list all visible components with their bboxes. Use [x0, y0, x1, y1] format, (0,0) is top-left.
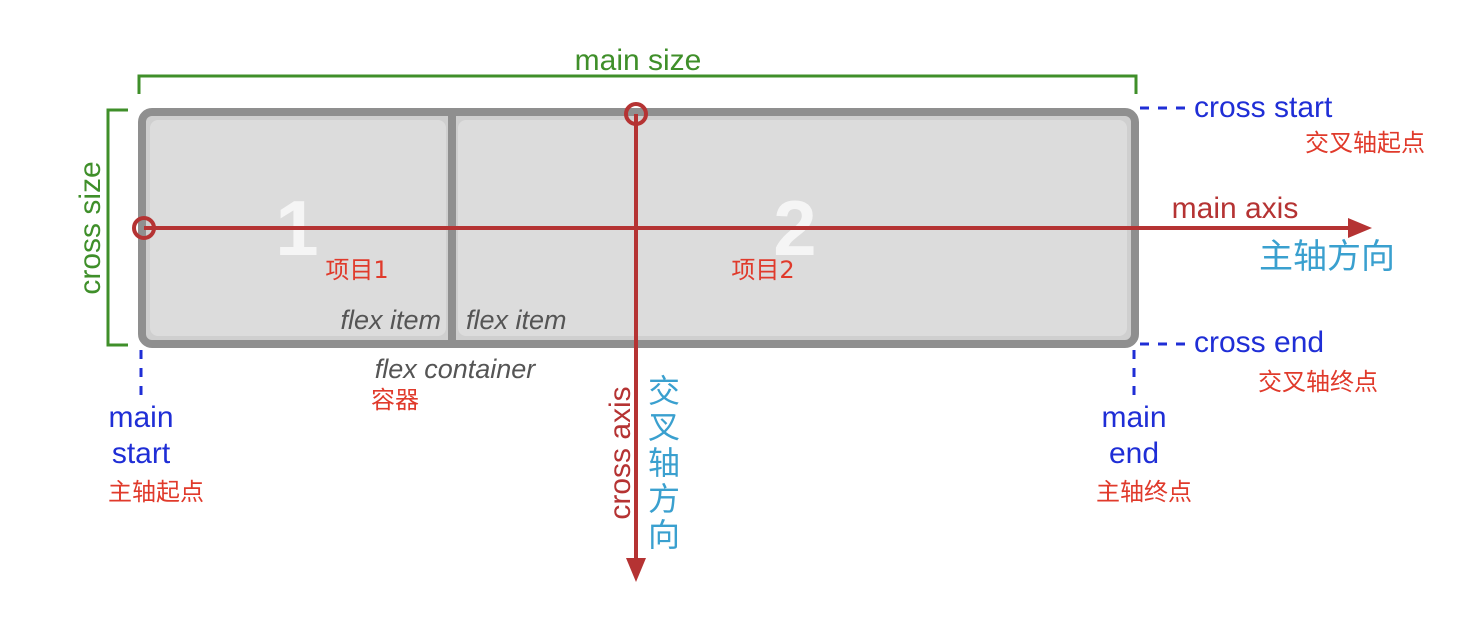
flex-item-1-cn-label: 项目1 [325, 256, 388, 284]
cross-axis-label: cross axis [604, 386, 637, 519]
cross-size-label: cross size [74, 161, 107, 294]
cross-axis-cn-char-2: 叉 [648, 408, 680, 446]
main-start-label-line1: main [108, 401, 173, 434]
cross-size-bracket [106, 108, 128, 347]
main-start-cn-label: 主轴起点 [108, 478, 204, 506]
cross-axis-cn-char-5: 向 [648, 516, 680, 554]
flex-item-2-label: flex item [466, 305, 567, 335]
main-end-cn-label: 主轴终点 [1096, 478, 1192, 506]
main-axis-cn-label: 主轴方向 [1259, 237, 1395, 277]
flex-item-2-cn-label: 项目2 [731, 256, 794, 284]
flex-item-1-label: flex item [340, 305, 441, 335]
cross-axis-origin-circle [624, 102, 648, 126]
flex-container-label: flex container [375, 354, 537, 384]
main-start-label-line2: start [112, 437, 171, 470]
main-size-bracket [137, 74, 1138, 94]
flex-container-cn-label: 容器 [371, 386, 419, 414]
main-axis-label: main axis [1172, 192, 1299, 225]
main-end-label-line2: end [1109, 437, 1159, 470]
cross-start-label: cross start [1194, 91, 1333, 124]
main-axis-arrowhead [1348, 218, 1372, 238]
main-end-label-line1: main [1101, 401, 1166, 434]
main-axis-origin-circle [132, 216, 156, 240]
cross-axis-arrowhead [626, 558, 646, 582]
cross-axis-cn-char-3: 轴 [648, 444, 680, 482]
cross-start-cn-label: 交叉轴起点 [1305, 129, 1425, 157]
cross-axis-cn-char-4: 方 [648, 480, 680, 518]
main-size-label: main size [575, 44, 702, 77]
cross-end-label: cross end [1194, 326, 1324, 359]
cross-end-cn-label: 交叉轴终点 [1258, 368, 1378, 396]
cross-axis-cn-char-1: 交 [648, 372, 680, 410]
